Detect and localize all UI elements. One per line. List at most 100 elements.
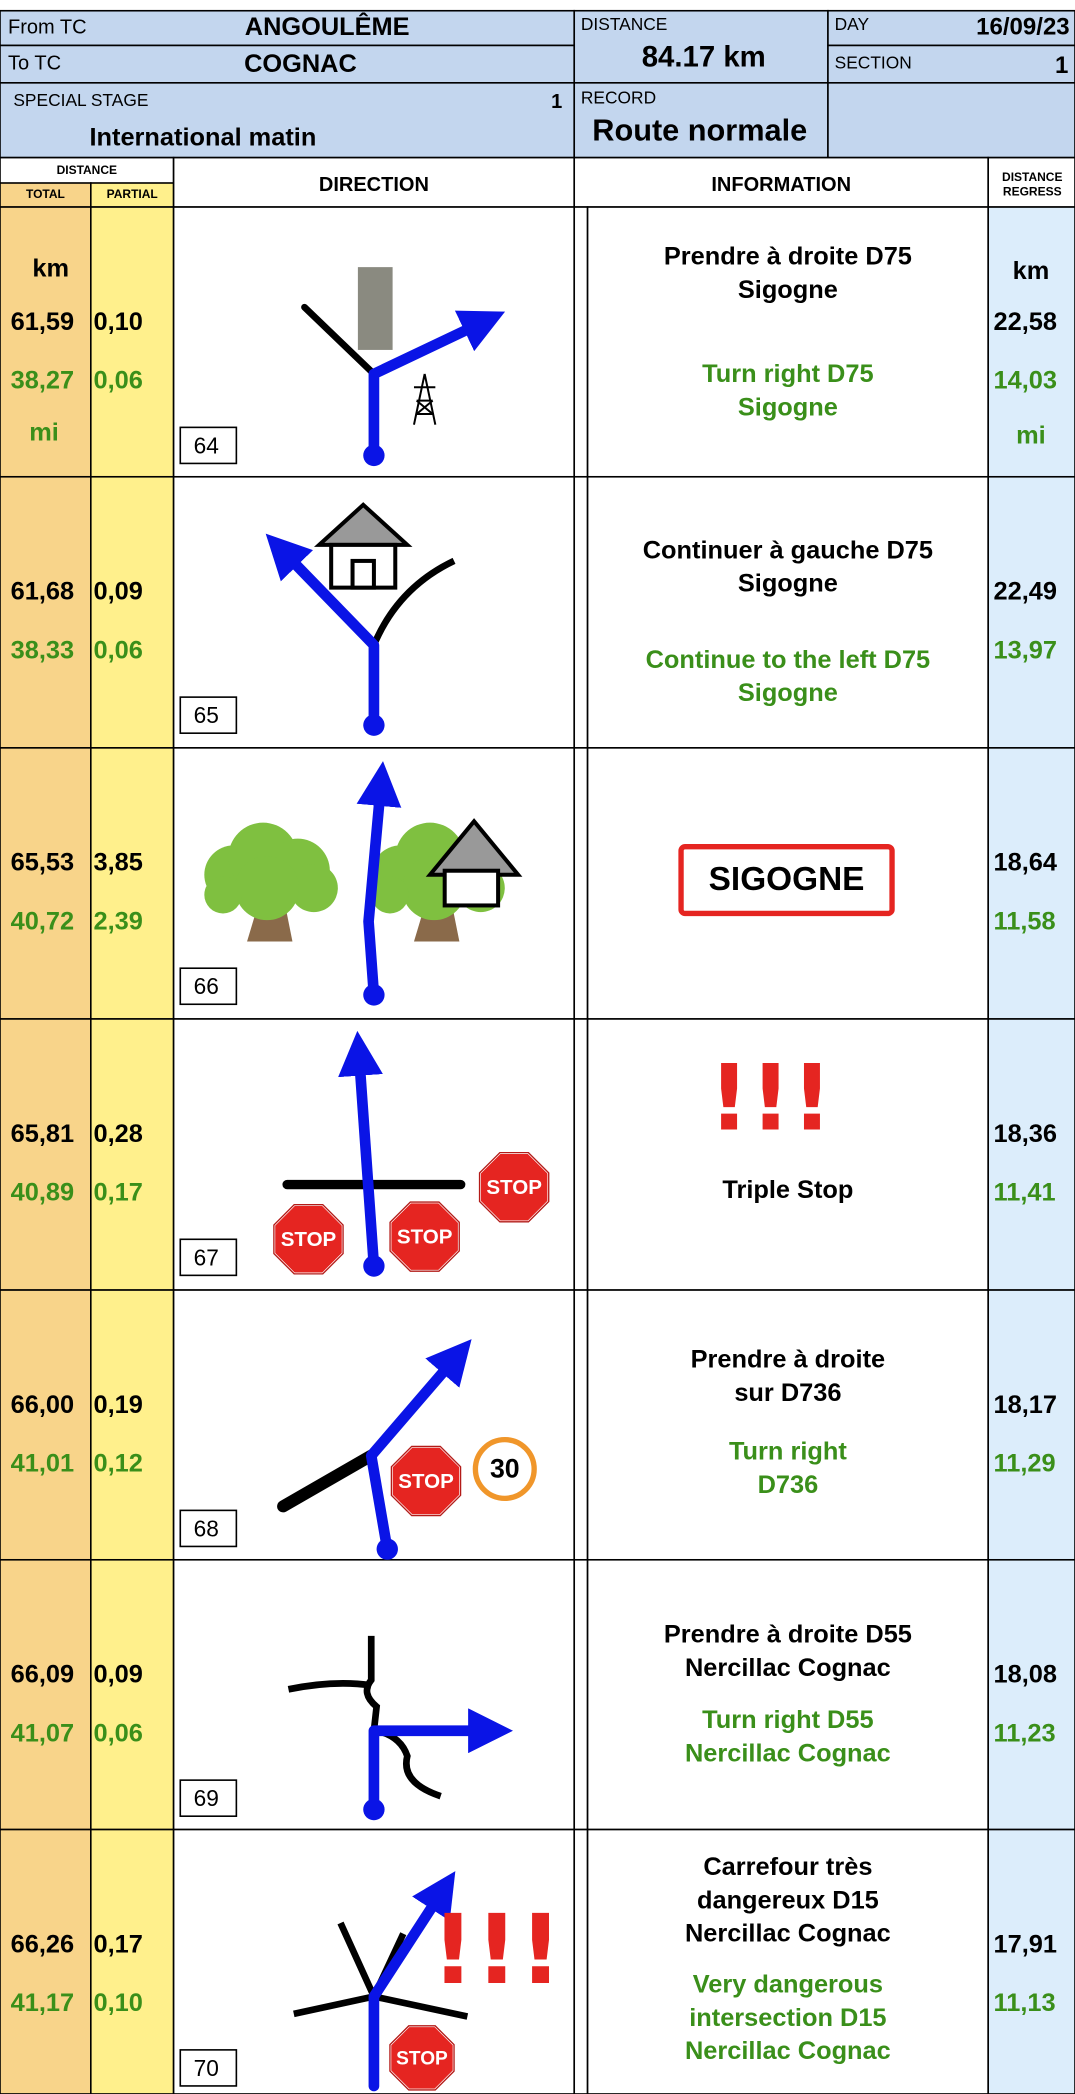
stop-text: STOP (397, 1225, 453, 1248)
regress-km: 18,64 (994, 849, 1057, 877)
partial-km: 0,10 (93, 308, 142, 336)
partial-mi: 0,06 (93, 367, 142, 395)
stop-text: STOP (486, 1176, 542, 1199)
info-en: Sigogne (738, 679, 838, 707)
pylon (412, 373, 437, 425)
cell (573, 1018, 589, 1291)
partial-mi: 0,17 (93, 1179, 142, 1207)
cell (586, 1289, 989, 1561)
info-en: Turn right D75 (702, 360, 873, 388)
partial-mi: 0,06 (93, 636, 142, 664)
cell (90, 475, 175, 749)
total-mi: 38,33 (11, 636, 74, 664)
warning: !!! (431, 1894, 563, 2006)
cell (573, 1828, 589, 2094)
cell (987, 1828, 1075, 2094)
cell (987, 1558, 1075, 1831)
number: 69 (194, 1785, 219, 1811)
partial-km: 0,09 (93, 578, 142, 606)
number: 68 (194, 1515, 219, 1541)
route (265, 533, 380, 731)
cell (586, 1018, 989, 1291)
col-header: DISTANCE (1002, 170, 1062, 184)
info-fr: Continuer à gauche D75 (643, 536, 933, 564)
cell (573, 475, 589, 749)
cell (0, 747, 92, 1020)
distance: 84.17 km (642, 41, 766, 74)
regress-km: 17,91 (994, 1930, 1057, 1958)
col-header: TOTAL (26, 187, 65, 201)
number-box (179, 1238, 238, 1277)
warning: !!! (708, 1046, 832, 1151)
record: Route normale (592, 112, 807, 147)
start-dot (363, 984, 385, 1006)
cell (90, 1828, 175, 2094)
stop-sign-edge (389, 2025, 455, 2091)
regress-mi: 11,41 (994, 1179, 1056, 1207)
regress-km: 18,08 (994, 1661, 1057, 1689)
regress-km: 18,36 (994, 1120, 1057, 1148)
total-km: 66,00 (11, 1391, 74, 1419)
route (365, 1339, 472, 1555)
partial-mi: 0,06 (93, 1719, 142, 1747)
regress-km: 18,17 (994, 1391, 1057, 1419)
info-en: Sigogne (738, 393, 838, 421)
info-en: D736 (758, 1471, 819, 1499)
stop-sign-edge (273, 1204, 344, 1275)
cell (0, 1828, 92, 2094)
road (370, 557, 456, 647)
info-fr: dangereux D15 (697, 1886, 879, 1914)
town-sign (678, 844, 895, 917)
cell (827, 44, 1075, 84)
start-dot (363, 444, 385, 467)
number-box (179, 1509, 238, 1548)
info-en: Nercillac Cognac (685, 2037, 891, 2065)
cell (573, 82, 829, 159)
stop-text: STOP (281, 1228, 337, 1251)
number: 67 (194, 1244, 219, 1270)
tree-leaf (204, 876, 242, 914)
route (368, 1871, 456, 2092)
total-mi: 41,17 (11, 1989, 74, 2017)
cell (586, 475, 989, 749)
total-km: 61,68 (11, 578, 74, 606)
cell (573, 9, 829, 84)
regress-mi: 11,23 (994, 1719, 1056, 1747)
road (301, 303, 378, 378)
info-fr: sur D736 (734, 1379, 841, 1407)
stop-sign-edge (390, 1445, 462, 1517)
info-en: Turn right (729, 1438, 847, 1466)
cell (586, 206, 989, 478)
info-en: Turn right D55 (702, 1706, 873, 1734)
info-fr: Nercillac Cognac (685, 1654, 891, 1682)
partial-mi: 0,10 (93, 1989, 142, 2017)
info-fr: Sigogne (738, 570, 838, 598)
info-fr: Sigogne (738, 276, 838, 304)
cell (987, 1289, 1075, 1561)
day: 16/09/23 (976, 13, 1069, 40)
unit: mi (29, 419, 59, 447)
partial-mi: 0,12 (93, 1450, 142, 1478)
regress-mi: 11,13 (994, 1989, 1056, 2017)
cell (573, 1558, 589, 1831)
label: From TC (8, 16, 87, 38)
house (442, 868, 501, 908)
regress-mi: 14,03 (994, 367, 1057, 395)
cell (573, 156, 989, 208)
stop-sign-edge (478, 1151, 550, 1223)
info-fr: Prendre à droite D75 (664, 242, 912, 270)
cell (90, 1018, 175, 1291)
number: 65 (194, 702, 219, 728)
to: COGNAC (244, 50, 357, 78)
start-dot (376, 1538, 398, 1560)
col-header: DISTANCE (57, 163, 117, 177)
tree-leaf (371, 876, 409, 914)
stop-text: STOP (396, 2048, 448, 2069)
cell (0, 1018, 92, 1291)
start-dot (363, 1798, 385, 1821)
regress-mi: 11,58 (994, 908, 1056, 936)
total-km: 65,53 (11, 849, 74, 877)
cell (573, 206, 589, 478)
total-mi: 41,07 (11, 1719, 74, 1747)
